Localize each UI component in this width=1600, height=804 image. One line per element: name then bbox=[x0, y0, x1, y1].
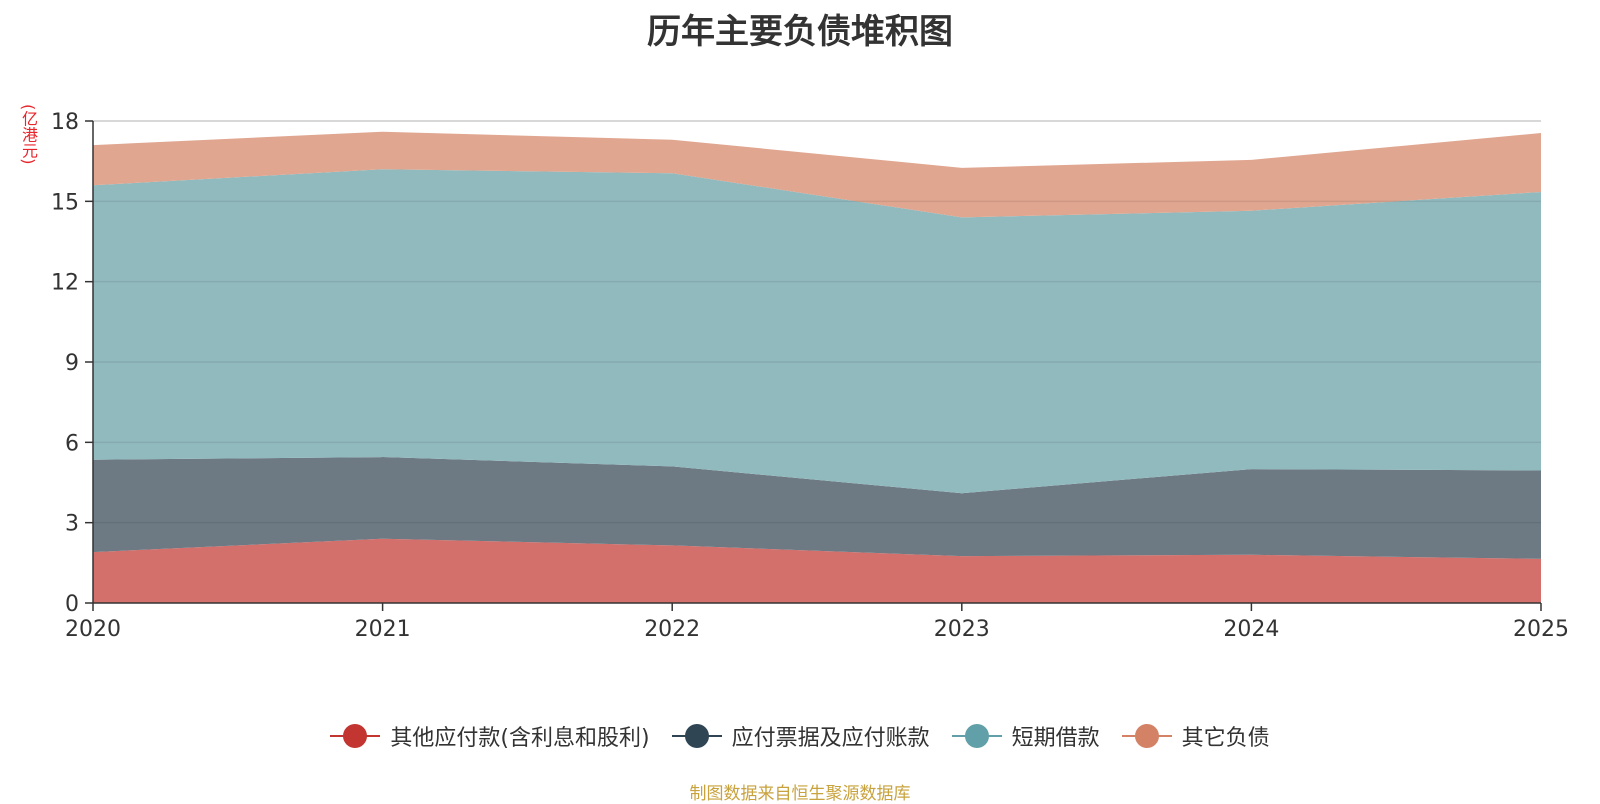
area-series bbox=[93, 131, 1541, 603]
y-axis-unit-label: (亿港元) bbox=[19, 104, 38, 165]
legend-label: 其他应付款(含利息和股利) bbox=[390, 726, 650, 751]
area-series-3[interactable] bbox=[93, 131, 1541, 218]
y-tick-label-15: 15 bbox=[51, 190, 79, 215]
legend-item-0[interactable]: 其他应付款(含利息和股利) bbox=[330, 720, 650, 752]
x-tick-label-2020: 2020 bbox=[65, 617, 121, 642]
y-tick-label-3: 3 bbox=[65, 512, 79, 537]
legend-marker-icon bbox=[671, 724, 722, 748]
chart-title: 历年主要负债堆积图 bbox=[647, 12, 953, 52]
legend-marker-icon bbox=[951, 724, 1002, 748]
x-tick-label-2024: 2024 bbox=[1223, 617, 1279, 642]
tick-labels: 0 3 6 9 12 15 18 2020 2021 2022 2023 2024 2025 bbox=[51, 110, 1569, 642]
stacked-area-chart: 0 3 6 9 12 15 18 2020 2021 2022 2023 2024 2025 bbox=[51, 110, 1569, 642]
x-tick-label-2022: 2022 bbox=[644, 617, 700, 642]
x-tick-label-2023: 2023 bbox=[934, 617, 990, 642]
area-series-2[interactable] bbox=[93, 169, 1541, 494]
y-tick-label-6: 6 bbox=[65, 431, 79, 456]
y-tick-label-18: 18 bbox=[51, 110, 79, 135]
area-series-1[interactable] bbox=[93, 457, 1541, 559]
x-tick-label-2021: 2021 bbox=[355, 617, 411, 642]
area-series-0[interactable] bbox=[93, 538, 1541, 603]
legend-marker-icon bbox=[1121, 724, 1172, 748]
legend-item-1[interactable]: 应付票据及应付账款 bbox=[671, 720, 930, 752]
legend-item-2[interactable]: 短期借款 bbox=[951, 720, 1100, 752]
y-tick-label-9: 9 bbox=[65, 351, 79, 376]
axes bbox=[85, 120, 1542, 611]
legend-label: 短期借款 bbox=[1011, 726, 1100, 751]
legend-label: 应付票据及应付账款 bbox=[731, 726, 930, 751]
source-note: 制图数据来自恒生聚源数据库 bbox=[689, 784, 911, 804]
x-tick-label-2025: 2025 bbox=[1513, 617, 1569, 642]
legend-item-3[interactable]: 其它负债 bbox=[1121, 720, 1270, 752]
y-tick-label-0: 0 bbox=[65, 592, 79, 617]
legend-marker-icon bbox=[330, 724, 381, 748]
legend: 其他应付款(含利息和股利) 应付票据及应付账款 短期借款 其它负债 bbox=[0, 720, 1600, 752]
legend-label: 其它负债 bbox=[1181, 726, 1270, 751]
y-tick-label-12: 12 bbox=[51, 271, 79, 296]
